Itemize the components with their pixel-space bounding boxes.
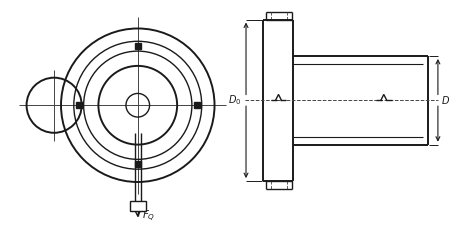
Bar <box>130 201 145 210</box>
Bar <box>76 102 82 108</box>
Text: $F_Q$: $F_Q$ <box>142 209 155 224</box>
Bar <box>135 161 141 167</box>
Text: $D_0$: $D_0$ <box>228 93 241 107</box>
Bar <box>194 102 200 108</box>
Text: $D$: $D$ <box>441 94 449 106</box>
Bar <box>135 43 141 49</box>
